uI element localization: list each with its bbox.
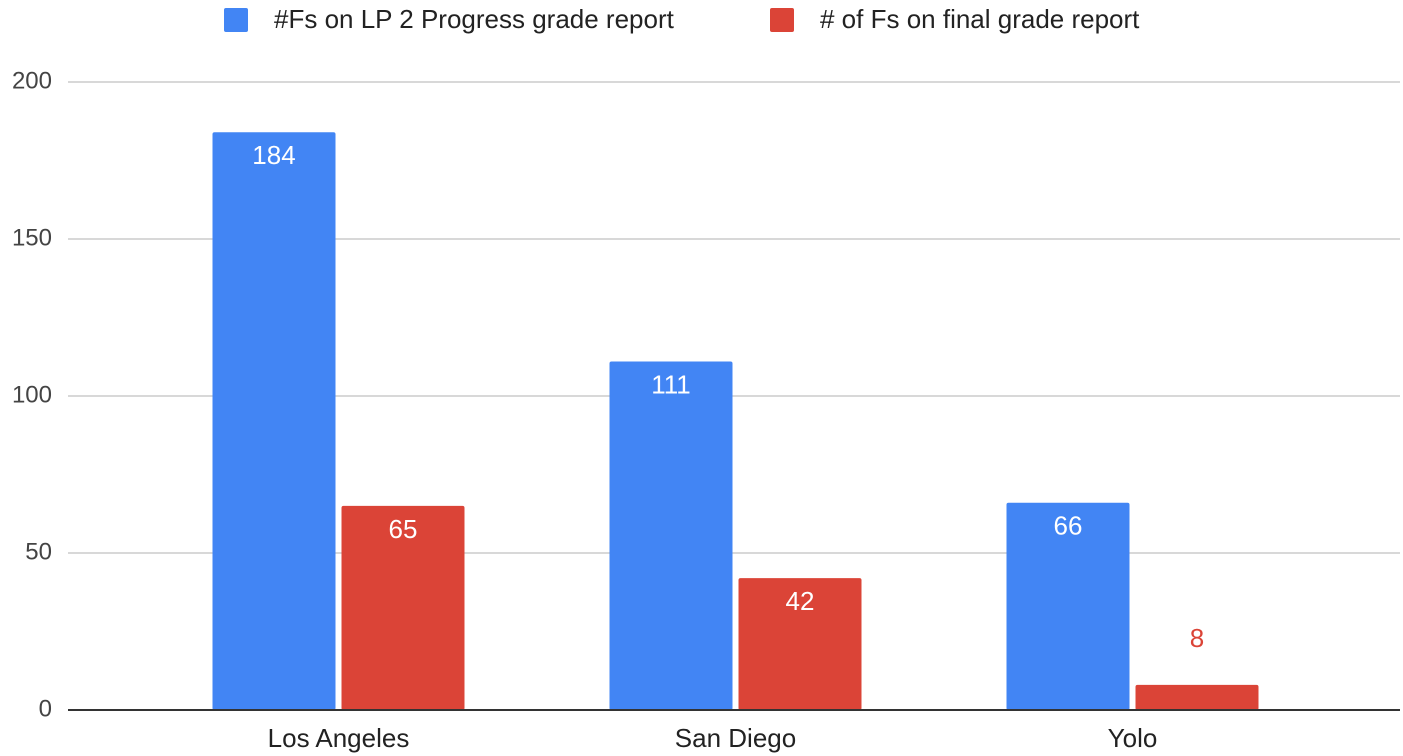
data-label: 65 [389, 514, 418, 544]
bar [341, 505, 465, 710]
data-label: 66 [1054, 511, 1083, 541]
x-tick-label: Yolo [1108, 723, 1158, 753]
legend-label: #Fs on LP 2 Progress grade report [274, 4, 675, 34]
bar [609, 361, 733, 710]
data-label: 8 [1190, 623, 1204, 653]
data-label: 111 [651, 369, 691, 399]
y-tick-label: 50 [25, 538, 52, 565]
bar [212, 132, 336, 711]
y-tick-label: 100 [12, 381, 52, 408]
data-label: 42 [786, 586, 815, 616]
legend-label: # of Fs on final grade report [820, 4, 1140, 34]
x-tick-label: San Diego [675, 723, 796, 753]
bar [1135, 684, 1259, 710]
bar [1006, 502, 1130, 710]
data-label: 184 [252, 140, 295, 170]
y-tick-label: 150 [12, 224, 52, 251]
legend-swatch [770, 8, 794, 32]
legend-swatch [224, 8, 248, 32]
y-tick-label: 0 [39, 695, 52, 722]
y-tick-label: 200 [12, 67, 52, 94]
x-tick-label: Los Angeles [268, 723, 410, 753]
bar [738, 578, 862, 710]
